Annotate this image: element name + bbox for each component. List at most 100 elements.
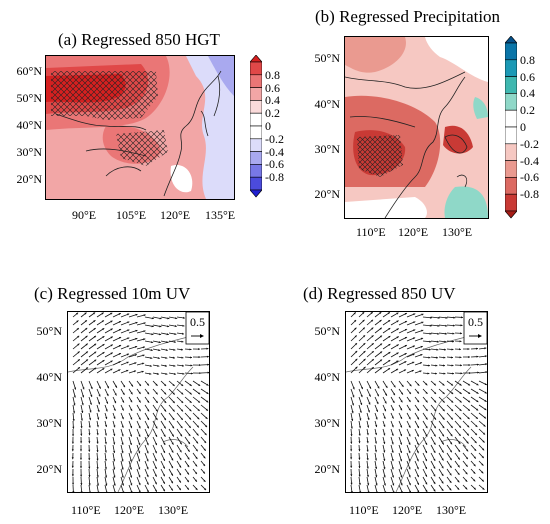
- wind-vector: [88, 380, 93, 390]
- wind-vector: [390, 344, 399, 350]
- wind-vector: [184, 444, 190, 453]
- wind-vector: [398, 476, 403, 486]
- wind-vector: [446, 404, 454, 412]
- wind-vector: [382, 444, 386, 453]
- wind-vector: [398, 388, 404, 395]
- coastline: [213, 75, 221, 117]
- wind-vector: [120, 329, 130, 334]
- wind-vector: [438, 428, 445, 437]
- wind-vector: [366, 412, 370, 421]
- wind-vector: [374, 420, 378, 428]
- wind-vector: [144, 380, 150, 386]
- wind-vector: [192, 396, 201, 403]
- panel-b-xtick: 130°E: [442, 225, 473, 239]
- wind-vector: [112, 320, 122, 326]
- wind-vector: [446, 356, 454, 359]
- wind-vector: [200, 380, 209, 386]
- wind-vector: [350, 484, 353, 492]
- wind-vector: [462, 428, 470, 436]
- wind-vector: [184, 372, 193, 375]
- wind-vector: [358, 350, 366, 358]
- wind-vector: [136, 428, 141, 437]
- reference-vector-label: 0.5: [468, 315, 483, 329]
- wind-vector: [72, 327, 80, 334]
- wind-vector: [446, 420, 453, 429]
- wind-vector: [176, 364, 185, 367]
- panel-c-ytick: 50°N: [36, 324, 62, 338]
- wind-vector: [71, 460, 74, 468]
- wind-vector: [112, 369, 121, 374]
- wind-vector: [72, 343, 80, 350]
- wind-vector: [104, 452, 107, 462]
- wind-vector: [454, 380, 462, 386]
- wind-vector: [80, 404, 84, 414]
- wind-vector: [414, 444, 419, 454]
- wind-vector: [366, 342, 374, 350]
- wind-vector: [422, 404, 428, 412]
- wind-vector: [366, 436, 369, 444]
- wind-vector: [414, 380, 420, 386]
- wind-vector: [358, 319, 365, 326]
- wind-vector: [422, 332, 432, 335]
- wind-vector: [160, 476, 166, 484]
- wind-vector: [184, 436, 191, 445]
- wind-vector: [430, 468, 436, 477]
- wind-vector: [446, 484, 452, 491]
- wind-vector: [406, 412, 411, 420]
- wind-vector: [422, 468, 428, 477]
- wind-vector: [398, 320, 408, 326]
- wind-vector: [192, 484, 198, 491]
- wind-vector: [104, 312, 113, 318]
- wind-vector: [430, 324, 440, 327]
- wind-vector: [120, 396, 125, 403]
- wind-vector: [104, 428, 107, 436]
- wind-vector: [374, 327, 383, 334]
- panel-a-xtick: 120°E: [160, 208, 191, 222]
- wind-vector: [200, 396, 209, 403]
- wind-vector: [470, 347, 479, 350]
- wind-vector: [462, 355, 471, 359]
- wind-vector: [200, 404, 209, 411]
- wind-850-vector-map: 0.5: [345, 311, 488, 493]
- wind-vector: [382, 359, 391, 366]
- wind-vector: [470, 404, 479, 411]
- wind-vector: [120, 420, 124, 428]
- wind-vector: [88, 460, 91, 469]
- wind-vector: [120, 361, 129, 366]
- colorbar-label: 0.6: [520, 69, 535, 84]
- wind-vector: [390, 388, 396, 396]
- reference-vector-box: 0.5: [185, 312, 209, 345]
- wind-vector: [462, 380, 471, 386]
- wind-vector: [366, 460, 369, 469]
- wind-vector: [200, 468, 206, 474]
- wind-vector: [112, 420, 116, 428]
- panel-b-ytick: 20°N: [314, 187, 340, 201]
- wind-vector: [120, 460, 124, 470]
- wind-vector: [192, 372, 202, 375]
- wind-vector: [136, 396, 141, 403]
- wind-vector: [128, 370, 137, 374]
- wind-vector: [79, 460, 83, 469]
- wind-vector: [152, 372, 160, 375]
- wind-vector: [470, 436, 477, 444]
- wind-vector: [398, 369, 407, 374]
- panel-a-ytick: 30°N: [16, 145, 42, 159]
- wind-vector: [382, 476, 386, 486]
- panel-d-xtick: 130°E: [436, 503, 467, 517]
- wind-vector: [350, 327, 357, 334]
- panel-b-xtick: 120°E: [398, 225, 429, 239]
- wind-vector: [72, 359, 81, 366]
- wind-vector: [358, 404, 362, 413]
- wind-vector: [112, 388, 117, 396]
- wind-vector: [160, 468, 166, 477]
- hgt-colorbar: [250, 55, 262, 198]
- wind-vector: [144, 436, 149, 446]
- wind-vector: [88, 476, 91, 486]
- wind-vector: [406, 388, 412, 395]
- colorbar-label: 0: [265, 119, 271, 133]
- wind-vector: [350, 388, 355, 398]
- wind-vector: [366, 319, 374, 326]
- wind-vector: [470, 428, 478, 436]
- wind-vector: [390, 404, 395, 411]
- wind-vector: [80, 319, 88, 326]
